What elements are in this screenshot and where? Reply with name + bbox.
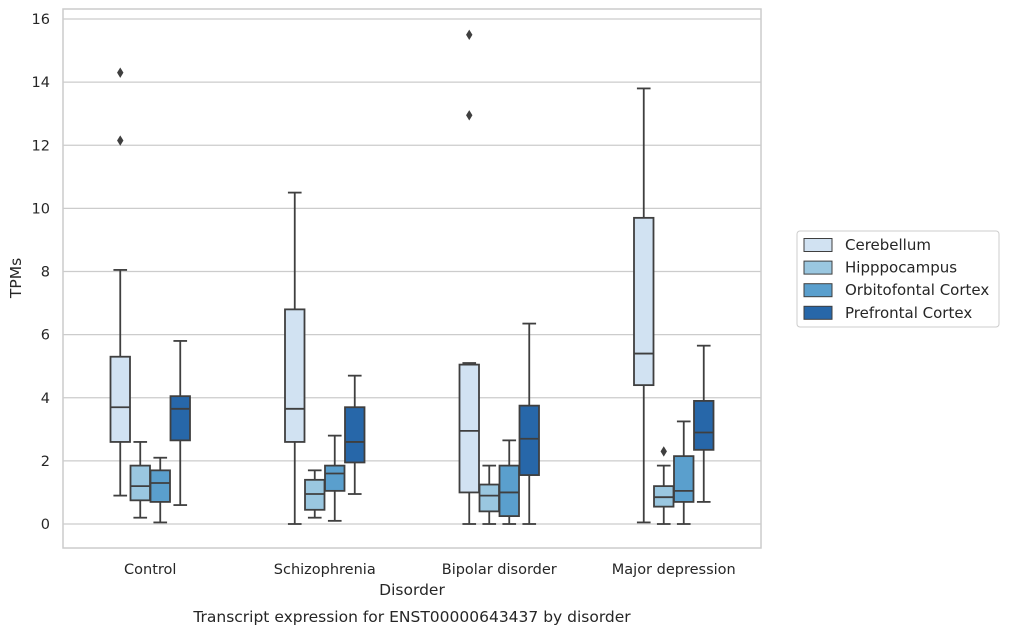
legend-swatch — [803, 238, 833, 252]
x-tick-label: Major depression — [612, 562, 736, 578]
box-cerebellum-4 — [633, 87, 655, 524]
x-tick-label: Bipolar disorder — [442, 562, 557, 578]
outlier-point — [466, 29, 473, 40]
box-iqr — [693, 400, 715, 451]
box-iqr — [673, 455, 695, 503]
box-cerebellum-1 — [109, 67, 131, 497]
y-tick-labels: 0 2 4 6 8 10 12 14 16 — [32, 12, 50, 533]
box-iqr — [284, 308, 306, 443]
x-axis-label: Disorder — [379, 581, 445, 599]
box-iqr — [149, 469, 171, 503]
box-iqr — [478, 483, 500, 513]
box-orbitofontal-cortex-3 — [498, 439, 520, 525]
box-prefrontal-cortex-4 — [693, 344, 715, 503]
y-tick-label: 0 — [41, 517, 50, 533]
legend-frame — [796, 230, 1000, 328]
outlier-point — [660, 446, 667, 457]
chart-title: Transcript expression for ENST0000064343… — [192, 608, 631, 626]
box-prefrontal-cortex-1 — [169, 340, 191, 506]
y-tick-label: 10 — [32, 201, 50, 217]
box-plots — [109, 29, 715, 525]
box-iqr — [458, 363, 480, 494]
legend-label: Prefrontal Cortex — [845, 304, 972, 322]
box-prefrontal-cortex-3 — [518, 322, 540, 525]
legend-label: Hipppocampus — [845, 259, 957, 277]
box-iqr — [129, 464, 151, 502]
x-tick-label: Control — [124, 562, 176, 578]
box-hipppocampus-3 — [478, 464, 500, 525]
y-tick-label: 8 — [41, 265, 50, 281]
box-iqr — [324, 464, 346, 492]
box-hipppocampus-4 — [653, 446, 675, 525]
box-orbitofontal-cortex-4 — [673, 420, 695, 525]
plot-frame — [62, 8, 762, 549]
box-hipppocampus-1 — [129, 441, 151, 519]
box-iqr — [344, 406, 366, 464]
legend-swatch — [803, 305, 833, 320]
box-prefrontal-cortex-2 — [344, 374, 366, 495]
box-iqr — [169, 395, 191, 442]
box-hipppocampus-2 — [304, 469, 326, 519]
box-iqr — [109, 355, 131, 443]
y-tick-label: 6 — [41, 328, 50, 344]
y-axis-label: TPMs — [7, 258, 25, 299]
outlier-point — [117, 67, 124, 78]
legend-swatch — [803, 260, 833, 275]
x-tick-labels: Control Schizophrenia Bipolar disorder Majo… — [124, 562, 736, 578]
box-iqr — [498, 464, 520, 518]
box-cerebellum-3 — [458, 29, 480, 525]
legend-label: Cerebellum — [845, 236, 931, 254]
y-tick-label: 2 — [41, 454, 50, 470]
y-tick-label: 16 — [32, 12, 50, 28]
outlier-point — [117, 135, 124, 146]
legend-label: Orbitofontal Cortex — [845, 281, 989, 299]
box-iqr — [518, 404, 540, 476]
gridlines — [63, 18, 761, 525]
outlier-point — [466, 110, 473, 121]
legend-swatch — [803, 283, 833, 298]
legend: Cerebellum Hipppocampus Orbitofontal Corte… — [796, 230, 1000, 328]
box-cerebellum-2 — [284, 191, 306, 525]
box-orbitofontal-cortex-2 — [324, 434, 346, 522]
y-tick-label: 12 — [32, 138, 50, 154]
x-tick-label: Schizophrenia — [274, 562, 376, 578]
box-iqr — [633, 216, 655, 387]
y-tick-label: 4 — [41, 391, 50, 407]
y-tick-label: 14 — [32, 75, 50, 91]
box-orbitofontal-cortex-1 — [149, 456, 171, 524]
